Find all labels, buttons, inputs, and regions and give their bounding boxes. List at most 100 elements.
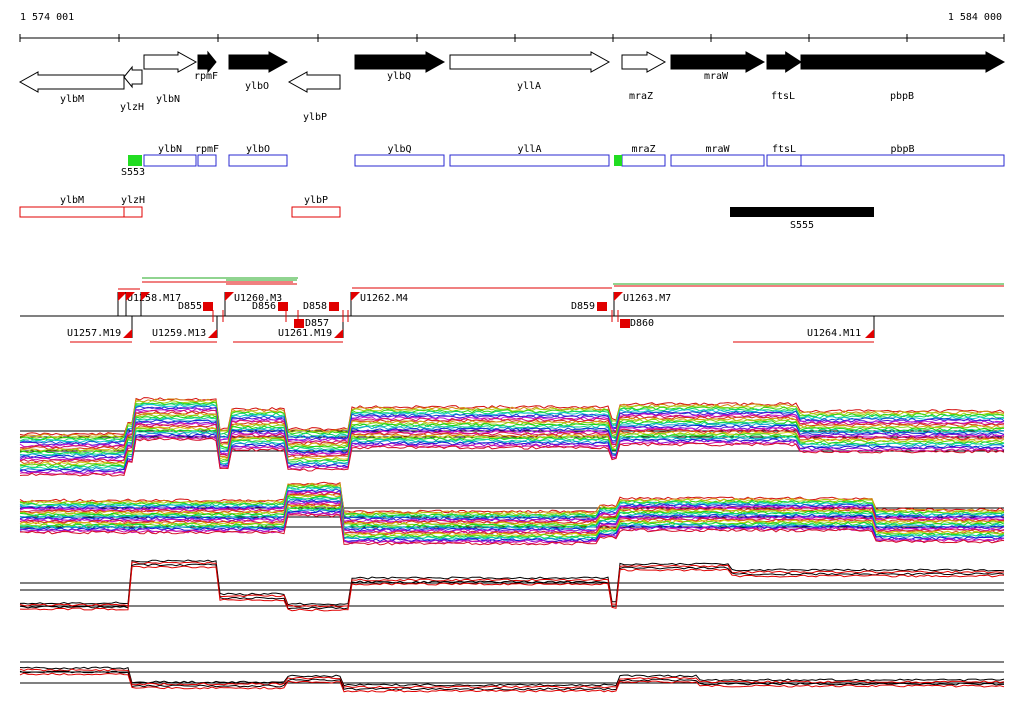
blue-box-ftsL[interactable]	[766, 154, 802, 167]
profile-line	[19, 436, 1005, 476]
gene-arrow-ylbN[interactable]	[143, 51, 198, 73]
gene-label-ylzH: ylzH	[120, 102, 144, 113]
green-feature-track: S553	[121, 155, 622, 178]
profile-line	[20, 491, 1005, 524]
blue-box-label-yllA: yllA	[517, 144, 541, 155]
red-box-ylbP[interactable]	[291, 206, 341, 218]
profile-line	[19, 413, 1005, 453]
axis-ticks	[19, 34, 1005, 42]
profile-line	[19, 496, 1005, 529]
profile-line	[19, 423, 1005, 463]
upshift-label-U1263.M7: U1263.M7	[623, 293, 671, 304]
upshift-flag[interactable]	[351, 292, 360, 301]
d-feature-label-D856: D856	[252, 301, 276, 312]
upshift-flag[interactable]	[614, 292, 623, 301]
downshift-label-U1264.M11: U1264.M11	[807, 328, 861, 339]
gene-label-yllA: yllA	[517, 81, 541, 92]
gene-label-ylbM: ylbM	[60, 94, 84, 105]
profile-line	[19, 506, 1005, 539]
red-box-ylbM[interactable]	[19, 206, 125, 218]
gene-label-mraW: mraW	[704, 71, 729, 82]
red-box-label-ylbM: ylbM	[60, 195, 84, 206]
gene-label-ftsL: ftsL	[771, 91, 795, 102]
profile-line	[19, 512, 1005, 545]
blue-box-yllA[interactable]	[449, 154, 610, 167]
green-box-label-S553: S553	[121, 167, 145, 178]
gene-arrow-ylzH[interactable]	[123, 65, 143, 89]
d-feature-label-D860: D860	[630, 318, 654, 329]
downshift-flag[interactable]	[208, 329, 217, 338]
upshift-flag[interactable]	[126, 292, 135, 301]
profile-line	[19, 437, 1005, 477]
profile-line	[19, 565, 1005, 612]
profile-line	[19, 409, 1005, 449]
downshift-label-U1257.M19: U1257.M19	[67, 328, 121, 339]
red-feature-track: ylbM ylzH ylbP	[19, 195, 341, 218]
downshift-flag[interactable]	[334, 329, 343, 338]
profile-line	[19, 666, 1005, 687]
d-feature-label-D857: D857	[305, 318, 329, 329]
blue-box-label-rpmF: rpmF	[195, 144, 219, 155]
profile-line	[19, 399, 1005, 439]
blue-box-rpmF[interactable]	[197, 154, 217, 167]
gene-label-ylbN: ylbN	[156, 94, 180, 105]
upshift-label-U1260.M3: U1260.M3	[234, 293, 282, 304]
downshift-label-U1259.M13: U1259.M13	[152, 328, 206, 339]
d-feature-D858[interactable]	[329, 302, 339, 311]
coord-end: 1 584 000	[947, 12, 1002, 23]
d-feature-label-D858: D858	[303, 301, 327, 312]
profile-line	[19, 398, 1005, 438]
profile-line	[19, 484, 1005, 517]
blue-box-pbpB[interactable]	[800, 154, 1005, 167]
gene-arrow-ylbM[interactable]	[18, 71, 125, 93]
green-box[interactable]	[128, 155, 142, 166]
profile-line	[19, 510, 1005, 543]
d-feature-label-D859: D859	[571, 301, 595, 312]
gene-arrow-ylbP[interactable]	[287, 71, 341, 93]
green-box[interactable]	[614, 155, 622, 166]
blue-box-label-ftsL: ftsL	[772, 144, 796, 155]
downshift-flag[interactable]	[123, 329, 132, 338]
downshift-flag[interactable]	[865, 329, 874, 338]
upshift-track: U1258.M17 U1260.M3 U1262.M4 U1263.M7 U1257.M…	[20, 277, 1004, 343]
gene-arrow-ylbO[interactable]	[228, 51, 289, 73]
blue-box-mraW[interactable]	[670, 154, 765, 167]
d-feature-D859[interactable]	[597, 302, 607, 311]
blue-box-ylbN[interactable]	[143, 154, 197, 167]
blue-box-label-ylbQ: ylbQ	[387, 144, 411, 155]
gene-arrow-ylbQ[interactable]	[354, 51, 446, 73]
gene-label-ylbO: ylbO	[245, 81, 269, 92]
profile-line	[19, 487, 1005, 520]
gene-arrow-ftsL[interactable]	[766, 51, 802, 73]
upshift-flag[interactable]	[225, 292, 234, 301]
d-feature-D856[interactable]	[278, 302, 288, 311]
red-box-label-ylbP: ylbP	[304, 195, 328, 206]
profile-line	[19, 406, 1005, 446]
blue-box-mraZ[interactable]	[621, 154, 666, 167]
profile-line	[19, 668, 1005, 689]
upshift-label-U1258.M17: U1258.M17	[127, 293, 181, 304]
red-box-ylzH[interactable]	[123, 206, 143, 218]
upshift-flag[interactable]	[118, 292, 127, 301]
expression-profiles	[19, 397, 1005, 693]
gene-arrow-yllA[interactable]	[449, 51, 611, 73]
gene-arrow-rpmF[interactable]	[197, 50, 217, 74]
d-feature-D855[interactable]	[203, 302, 213, 311]
upshift-flag[interactable]	[141, 292, 150, 301]
profile-line	[19, 412, 1005, 452]
gene-arrow-pbpB[interactable]	[800, 51, 1006, 73]
gene-arrow-mraW[interactable]	[670, 51, 766, 73]
s555-track: S555	[730, 207, 874, 231]
bar-s555[interactable]	[730, 207, 874, 217]
gene-label-pbpB: pbpB	[890, 91, 914, 102]
profile-line	[19, 402, 1005, 442]
gene-arrow-mraZ[interactable]	[621, 51, 667, 73]
d-feature-D857[interactable]	[294, 319, 304, 328]
blue-box-ylbO[interactable]	[228, 154, 288, 167]
blue-box-label-pbpB: pbpB	[890, 144, 914, 155]
d-feature-D860[interactable]	[620, 319, 630, 328]
profile-line	[19, 561, 1005, 608]
blue-box-ylbQ[interactable]	[354, 154, 445, 167]
gene-label-ylbP: ylbP	[303, 112, 327, 123]
